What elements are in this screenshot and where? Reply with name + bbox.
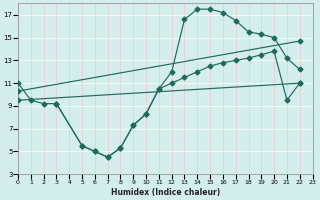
X-axis label: Humidex (Indice chaleur): Humidex (Indice chaleur) bbox=[111, 188, 220, 197]
